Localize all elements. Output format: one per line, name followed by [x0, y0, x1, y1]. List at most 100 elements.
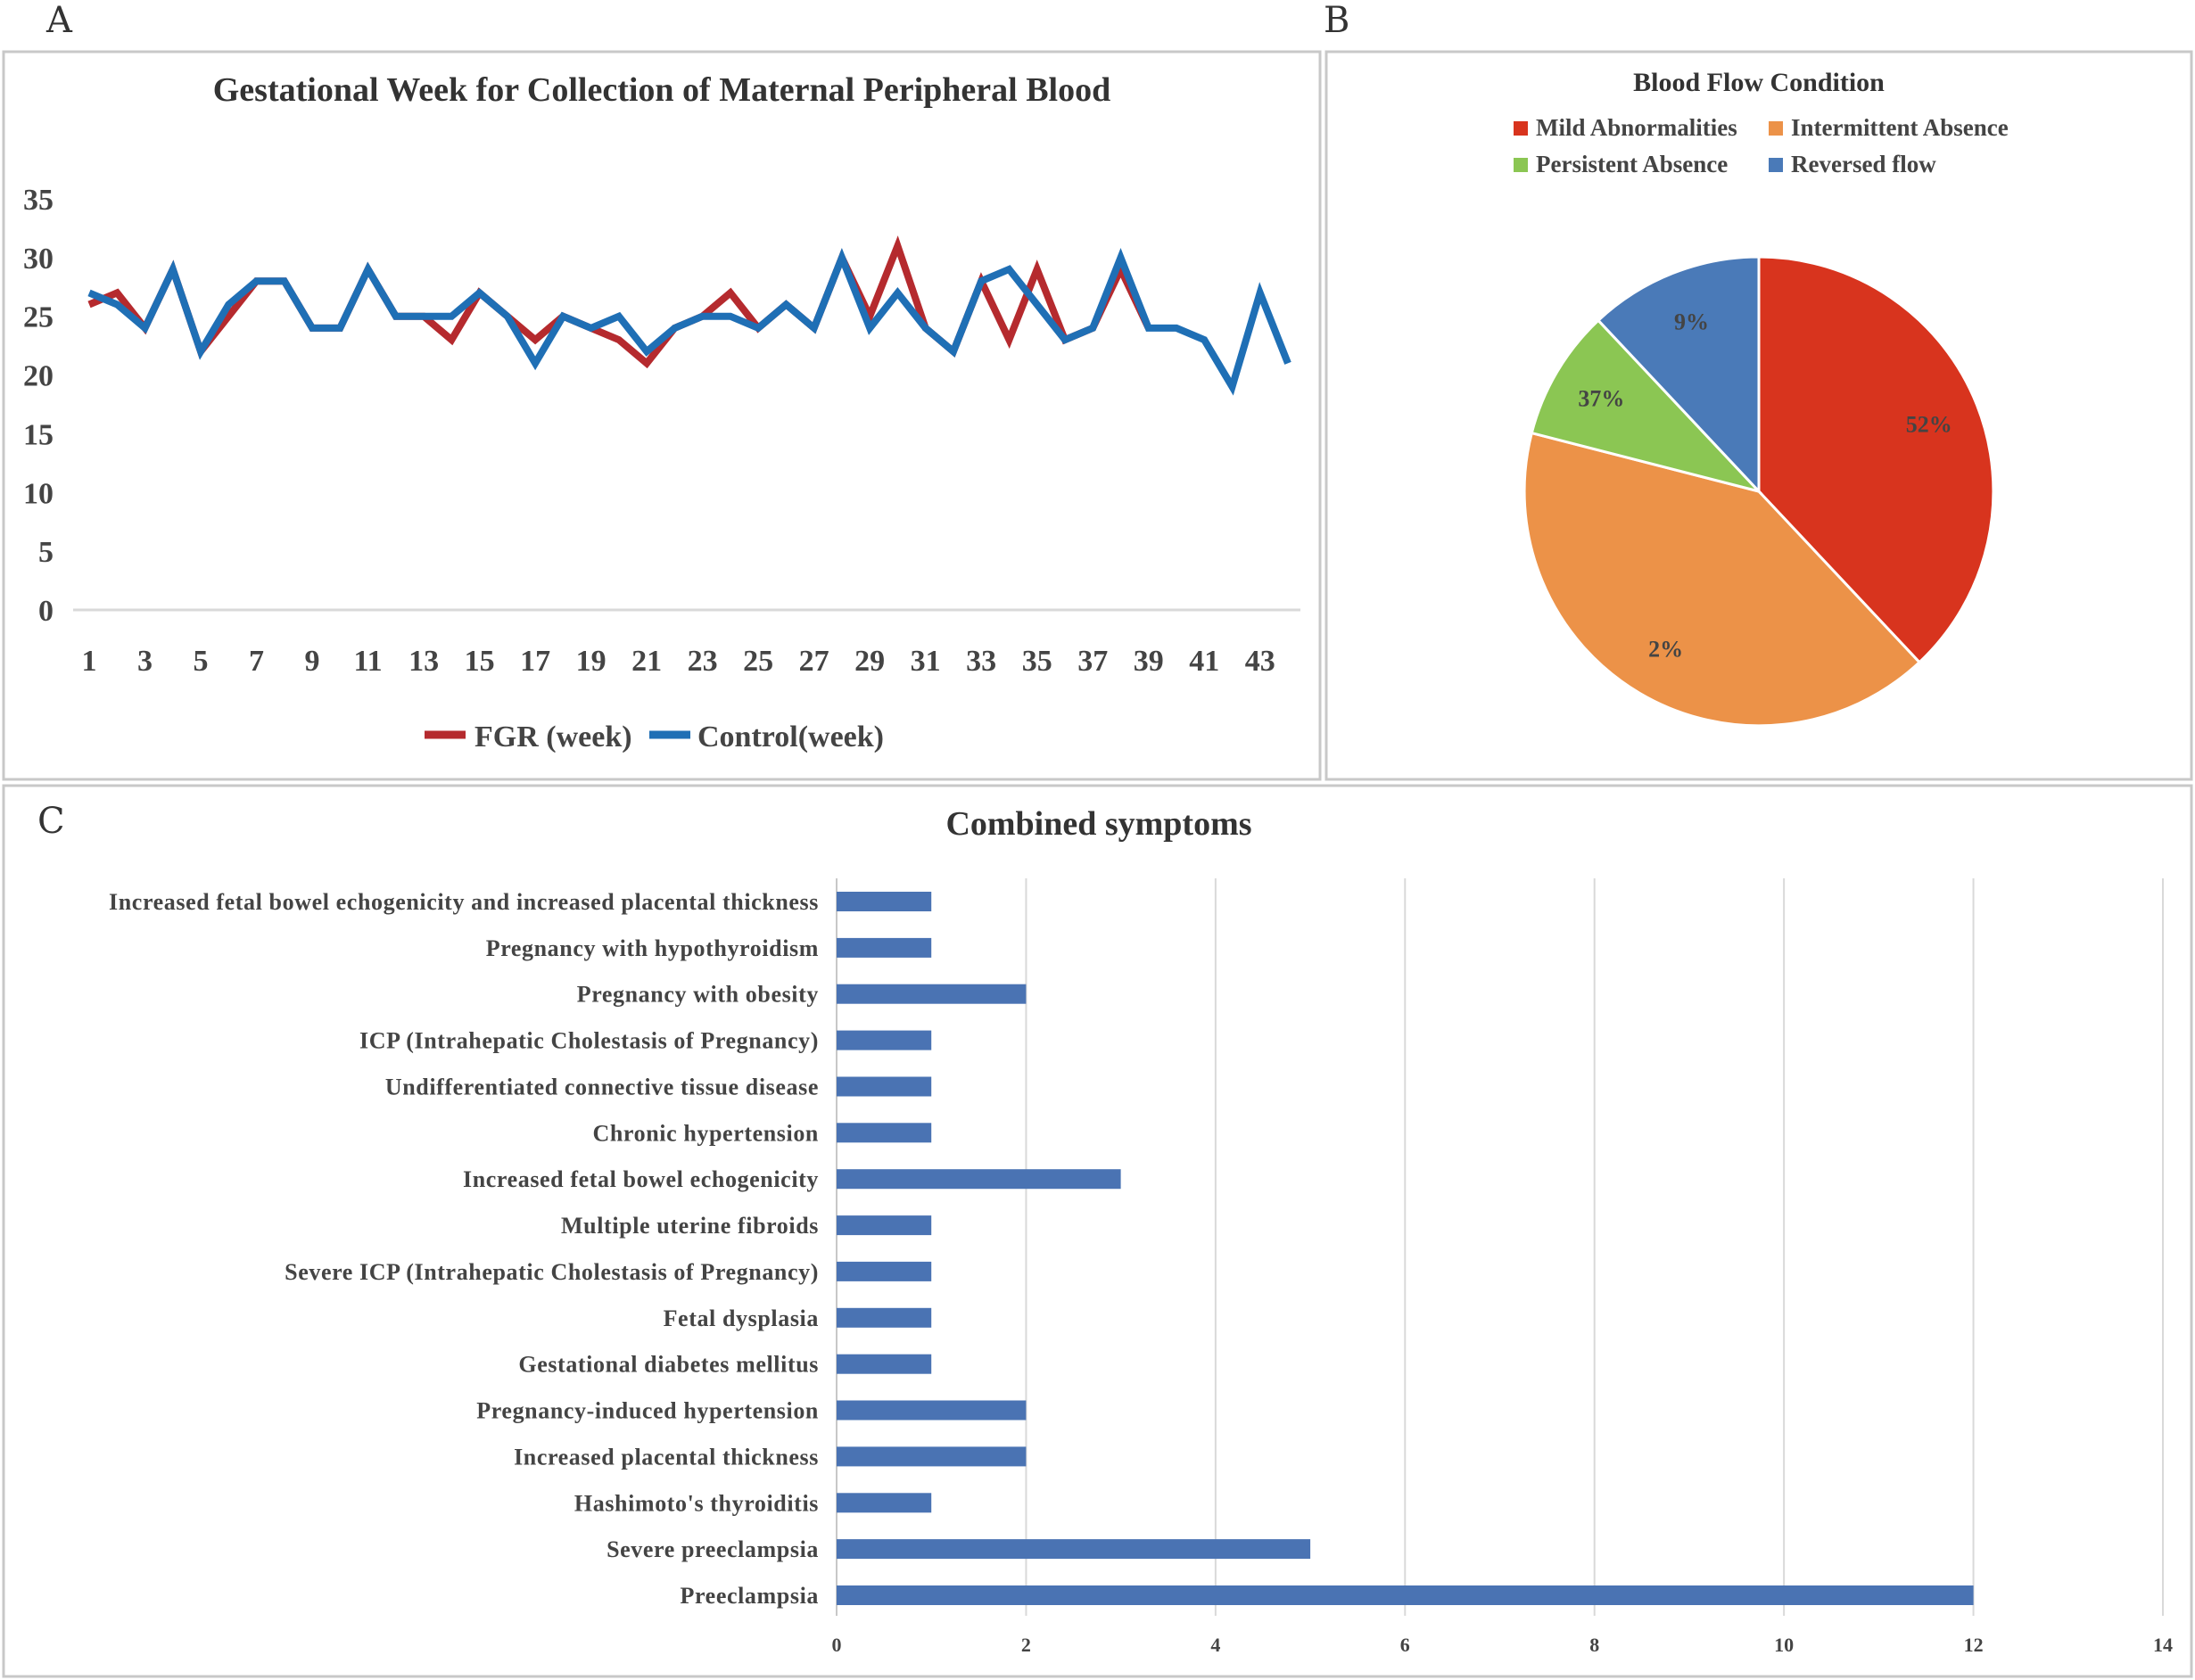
y-tick-label: 25	[23, 301, 54, 334]
panel-b-letter: B	[1324, 0, 1349, 41]
category-label: Undifferentiated connective tissue disea…	[385, 1075, 819, 1100]
x-tick-label: 27	[799, 645, 829, 678]
x-tick-label: 21	[631, 645, 662, 678]
bar	[837, 937, 932, 958]
bar	[837, 1400, 1027, 1421]
y-tick-label: 10	[23, 477, 54, 510]
x-tick-label: 37	[1077, 645, 1108, 678]
x-tick-label: 3	[137, 645, 153, 678]
pie-slice	[1757, 255, 1995, 664]
category-label: Pregnancy with hypothyroidism	[486, 935, 819, 961]
series-line-control	[87, 248, 1291, 396]
category-label: Multiple uterine fibroids	[561, 1213, 819, 1239]
x-tick-label: 17	[520, 645, 550, 678]
x-tick-label: 1	[82, 645, 97, 678]
legend-label: Persistent Absence	[1536, 151, 1728, 177]
bar	[837, 1169, 1121, 1190]
y-tick-label: 30	[23, 243, 54, 276]
x-tick-label: 29	[854, 645, 885, 678]
y-tick-label: 5	[38, 536, 54, 569]
x-tick-label: 15	[465, 645, 495, 678]
legend-label: Intermittent Absence	[1791, 114, 2009, 141]
bar	[837, 984, 1027, 1004]
bar	[837, 1123, 932, 1143]
category-label: Pregnancy with obesity	[577, 982, 819, 1008]
panel-c-letter: C	[37, 801, 65, 842]
legend-swatch	[1769, 121, 1783, 136]
legend-label: Control(week)	[697, 721, 884, 754]
bar	[837, 1030, 932, 1050]
x-tick-label: 41	[1189, 645, 1219, 678]
legend-label: FGR (week)	[474, 721, 632, 754]
x-tick-label: 7	[249, 645, 264, 678]
panel-b-frame	[1324, 50, 2193, 781]
bar	[837, 1493, 932, 1513]
y-tick-label: 35	[23, 184, 54, 217]
bar-chart: 0 2 4 6 8 10 12 14 Increased fetal bowel echogen…	[109, 878, 2173, 1656]
y-tick-label: 15	[23, 418, 54, 451]
category-label: Severe preeclampsia	[607, 1536, 819, 1562]
pie-slice	[1530, 318, 1763, 494]
x-tick-label: 25	[743, 645, 773, 678]
pie-chart: 52% 2% 37% 9% Mild Abnormalities Intermittent…	[1514, 114, 2009, 728]
pie-slice	[1522, 431, 1922, 728]
pie-data-label: 2%	[1648, 637, 1683, 663]
panel-a-letter: A	[45, 0, 73, 41]
bar	[837, 1261, 932, 1281]
series-line-fgr	[87, 235, 1152, 369]
legend-swatch	[1514, 158, 1528, 172]
x-tick-label: 13	[408, 645, 439, 678]
x-tick-label: 33	[966, 645, 996, 678]
x-tick-label: 10	[1774, 1634, 1794, 1656]
y-tick-label: 20	[23, 360, 54, 393]
legend-label: Mild Abnormalities	[1536, 114, 1737, 141]
x-tick-label: 11	[353, 645, 382, 678]
x-tick-label: 14	[2153, 1634, 2173, 1656]
panel-a-frame	[2, 50, 1322, 781]
y-tick-label: 0	[38, 595, 54, 628]
x-tick-label: 23	[688, 645, 718, 678]
legend-label: Reversed flow	[1791, 151, 1936, 177]
pie-data-label: 9%	[1674, 309, 1709, 334]
category-label: Pregnancy-induced hypertension	[476, 1398, 819, 1424]
x-tick-label: 9	[305, 645, 320, 678]
bar	[837, 1354, 932, 1374]
line-chart-title: Gestational Week for Collection of Mater…	[213, 71, 1111, 109]
x-tick-label: 35	[1022, 645, 1052, 678]
category-label: Increased fetal bowel echogenicity	[463, 1166, 819, 1192]
x-tick-label: 43	[1245, 645, 1275, 678]
x-tick-label: 6	[1400, 1634, 1410, 1656]
bar	[837, 1307, 932, 1328]
category-label: Increased placental thickness	[514, 1444, 819, 1470]
category-label: ICP (Intrahepatic Cholestasis of Pregnan…	[359, 1028, 819, 1054]
bar	[837, 1215, 932, 1236]
x-tick-label: 5	[194, 645, 209, 678]
x-tick-label: 31	[911, 645, 941, 678]
category-label: Fetal dysplasia	[664, 1305, 819, 1331]
category-label: Severe ICP (Intrahepatic Cholestasis of …	[285, 1259, 819, 1285]
pie-data-label: 52%	[1906, 412, 1952, 438]
pie-slice	[1596, 255, 1761, 495]
category-label: Gestational diabetes mellitus	[518, 1352, 819, 1378]
bar	[837, 892, 932, 911]
x-tick-label: 4	[1210, 1634, 1220, 1656]
category-label: Preeclampsia	[681, 1583, 819, 1609]
category-label: Hashimoto's thyroiditis	[574, 1490, 819, 1516]
bar	[837, 1446, 1027, 1467]
x-tick-label: 8	[1589, 1634, 1599, 1656]
pie-data-label: 37%	[1578, 386, 1624, 412]
bar	[837, 1539, 1311, 1560]
bar	[837, 1076, 932, 1097]
panel-c-frame	[2, 784, 2193, 1678]
x-tick-label: 39	[1134, 645, 1164, 678]
x-tick-label: 12	[1964, 1634, 1984, 1656]
x-tick-label: 0	[832, 1634, 842, 1656]
x-tick-label: 19	[576, 645, 607, 678]
category-label: Chronic hypertension	[593, 1120, 820, 1146]
legend-swatch	[1769, 158, 1783, 172]
x-tick-label: 2	[1021, 1634, 1031, 1656]
bar-chart-title: Combined symptoms	[945, 805, 1251, 843]
pie-chart-title: Blood Flow Condition	[1633, 68, 1885, 97]
